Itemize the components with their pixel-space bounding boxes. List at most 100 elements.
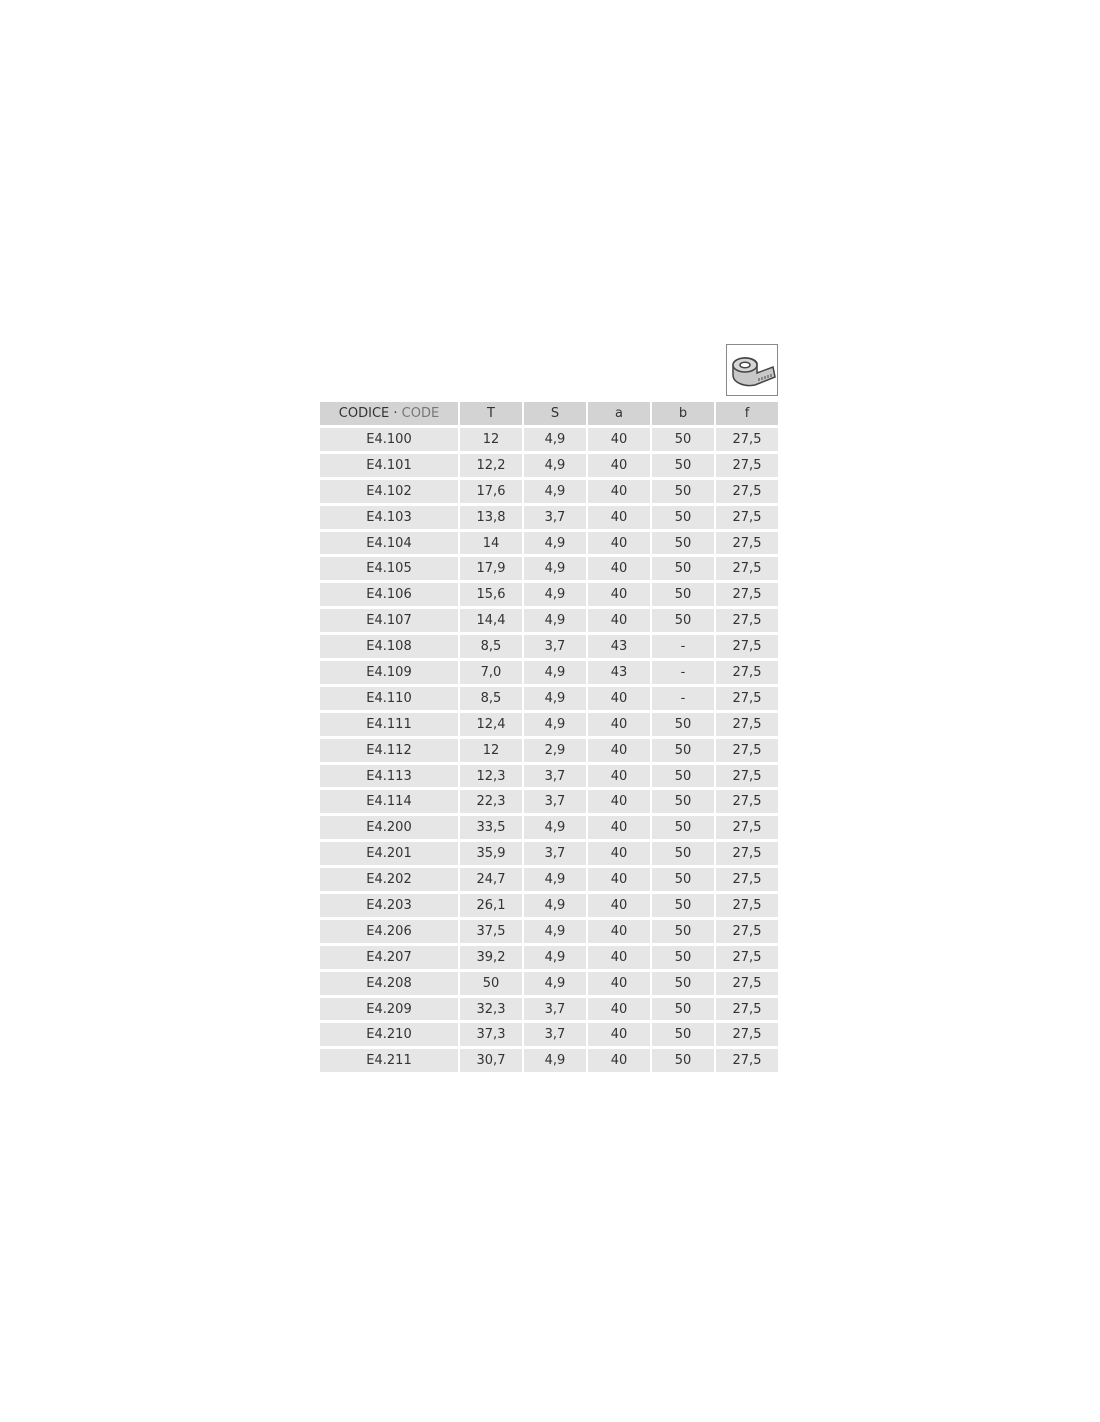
cell-b: - [652, 686, 714, 710]
cell-S: 4,9 [524, 919, 586, 943]
cell-a: 40 [588, 764, 650, 788]
header-a: a [588, 402, 650, 425]
cell-a: 40 [588, 738, 650, 762]
cell-f: 27,5 [716, 971, 778, 995]
cell-b: 50 [652, 764, 714, 788]
table-row: E4.112 12 2,9 40 50 27,5 [320, 738, 778, 762]
cell-b: 50 [652, 712, 714, 736]
cell-T: 14 [460, 531, 522, 555]
table-row: E4.103 13,8 3,7 40 50 27,5 [320, 505, 778, 529]
cell-a: 40 [588, 686, 650, 710]
cell-f: 27,5 [716, 816, 778, 840]
cell-code: E4.208 [320, 971, 458, 995]
cell-a: 40 [588, 790, 650, 814]
cell-T: 15,6 [460, 583, 522, 607]
cell-a: 40 [588, 868, 650, 892]
cell-f: 27,5 [716, 945, 778, 969]
cell-T: 35,9 [460, 842, 522, 866]
cell-code: E4.109 [320, 661, 458, 684]
cell-S: 4,9 [524, 816, 586, 840]
cell-a: 43 [588, 635, 650, 659]
cell-code: E4.101 [320, 453, 458, 477]
cell-code: E4.107 [320, 609, 458, 633]
cell-b: - [652, 635, 714, 659]
cell-f: 27,5 [716, 790, 778, 814]
cell-b: 50 [652, 868, 714, 892]
table-row: E4.111 12,4 4,9 40 50 27,5 [320, 712, 778, 736]
cell-S: 4,9 [524, 609, 586, 633]
cell-f: 27,5 [716, 609, 778, 633]
cell-f: 27,5 [716, 583, 778, 607]
cell-f: 27,5 [716, 479, 778, 503]
cell-a: 40 [588, 583, 650, 607]
cell-S: 3,7 [524, 764, 586, 788]
cell-a: 40 [588, 557, 650, 581]
table-row: E4.104 14 4,9 40 50 27,5 [320, 531, 778, 555]
cell-f: 27,5 [716, 764, 778, 788]
cell-code: E4.106 [320, 583, 458, 607]
cell-b: 50 [652, 945, 714, 969]
cell-f: 27,5 [716, 919, 778, 943]
cell-b: 50 [652, 453, 714, 477]
cell-S: 4,9 [524, 479, 586, 503]
cell-S: 4,9 [524, 712, 586, 736]
table-row: E4.201 35,9 3,7 40 50 27,5 [320, 842, 778, 866]
cell-T: 24,7 [460, 868, 522, 892]
cell-code: E4.113 [320, 764, 458, 788]
table-header-row: CODICE · CODE T S a b f [320, 402, 778, 425]
table-row: E4.211 30,7 4,9 40 50 27,5 [320, 1049, 778, 1073]
cell-code: E4.100 [320, 428, 458, 451]
header-T: T [460, 402, 522, 425]
table-row: E4.105 17,9 4,9 40 50 27,5 [320, 557, 778, 581]
cell-S: 3,7 [524, 505, 586, 529]
cell-b: 50 [652, 997, 714, 1021]
cell-f: 27,5 [716, 738, 778, 762]
cell-b: - [652, 661, 714, 684]
cell-a: 40 [588, 428, 650, 451]
cell-S: 3,7 [524, 635, 586, 659]
cell-code: E4.110 [320, 686, 458, 710]
cell-S: 3,7 [524, 842, 586, 866]
cell-T: 8,5 [460, 686, 522, 710]
product-dimensions-table: CODICE · CODE T S a b f E4.100 12 4,9 40 50 2… [318, 399, 780, 1075]
cell-code: E4.210 [320, 1023, 458, 1047]
cell-f: 27,5 [716, 557, 778, 581]
cell-T: 12,4 [460, 712, 522, 736]
header-f: f [716, 402, 778, 425]
cell-code: E4.114 [320, 790, 458, 814]
cell-a: 40 [588, 712, 650, 736]
cell-code: E4.111 [320, 712, 458, 736]
cell-b: 50 [652, 583, 714, 607]
cell-a: 40 [588, 609, 650, 633]
cell-code: E4.201 [320, 842, 458, 866]
cell-b: 50 [652, 919, 714, 943]
cell-b: 50 [652, 894, 714, 917]
cell-b: 50 [652, 1049, 714, 1073]
cell-a: 40 [588, 842, 650, 866]
cell-code: E4.200 [320, 816, 458, 840]
cell-S: 4,9 [524, 557, 586, 581]
cell-T: 32,3 [460, 997, 522, 1021]
cell-code: E4.209 [320, 997, 458, 1021]
table-row: E4.202 24,7 4,9 40 50 27,5 [320, 868, 778, 892]
cell-S: 3,7 [524, 1023, 586, 1047]
header-code-en: CODE [401, 406, 440, 421]
cell-f: 27,5 [716, 686, 778, 710]
cell-a: 40 [588, 1023, 650, 1047]
cell-b: 50 [652, 479, 714, 503]
cell-S: 4,9 [524, 661, 586, 684]
cell-S: 4,9 [524, 583, 586, 607]
cell-a: 40 [588, 894, 650, 917]
cell-a: 40 [588, 919, 650, 943]
cell-code: E4.102 [320, 479, 458, 503]
cell-T: 12 [460, 428, 522, 451]
table-row: E4.109 7,0 4,9 43-27,5 [320, 661, 778, 684]
cell-f: 27,5 [716, 1049, 778, 1073]
header-b: b [652, 402, 714, 425]
cell-b: 50 [652, 531, 714, 555]
cell-a: 43 [588, 661, 650, 684]
table-row: E4.108 8,5 3,7 43-27,5 [320, 635, 778, 659]
cell-b: 50 [652, 816, 714, 840]
cell-S: 4,9 [524, 868, 586, 892]
cell-f: 27,5 [716, 635, 778, 659]
